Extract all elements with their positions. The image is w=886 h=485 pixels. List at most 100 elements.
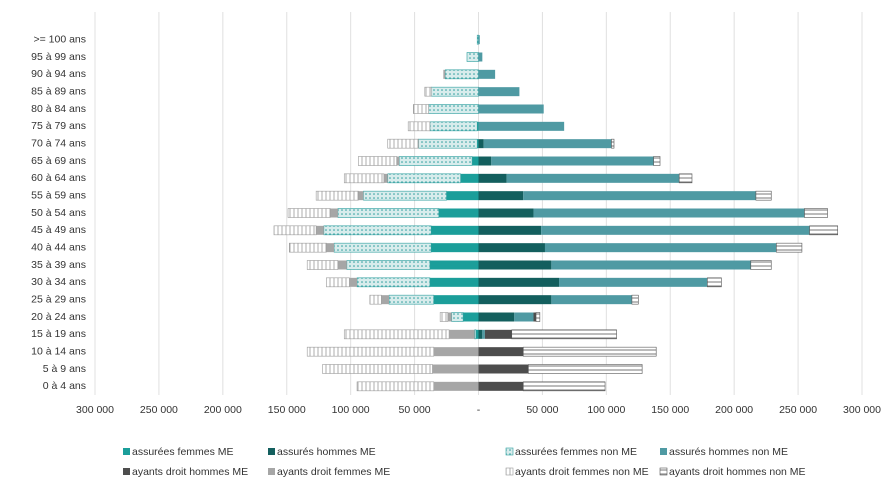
bar — [273, 225, 317, 236]
bar — [482, 329, 485, 339]
bar — [478, 364, 529, 374]
bar — [369, 294, 382, 305]
bar — [478, 208, 534, 218]
bar — [429, 260, 479, 270]
y-tick-label: >= 100 ans — [33, 33, 86, 45]
bar — [478, 121, 565, 131]
bar — [478, 191, 524, 201]
bar — [484, 329, 512, 339]
bar — [443, 69, 446, 79]
x-tick-label: 50 000 — [526, 404, 558, 416]
bar — [330, 208, 338, 218]
y-tick-label: 70 à 74 ans — [31, 137, 86, 149]
bar — [707, 277, 722, 288]
y-tick-label: 25 à 29 ans — [31, 293, 86, 305]
bar — [551, 295, 632, 305]
x-tick-label: 200 000 — [715, 404, 753, 416]
bar — [326, 277, 350, 288]
bar — [396, 156, 400, 166]
x-tick-label: 200 000 — [204, 404, 242, 416]
bar — [322, 364, 433, 374]
x-tick-label: 300 000 — [843, 404, 881, 416]
bar — [491, 156, 654, 166]
y-tick-label: 10 à 14 ans — [31, 345, 86, 357]
bar — [809, 225, 839, 236]
bar — [528, 364, 643, 374]
bar — [506, 173, 680, 183]
y-tick-label: 95 à 99 ans — [31, 51, 86, 63]
bar — [478, 104, 544, 114]
bar — [433, 295, 479, 305]
bar — [483, 139, 612, 149]
legend-swatch — [123, 468, 130, 475]
bar — [429, 121, 478, 132]
x-tick-label: 150 000 — [268, 404, 306, 416]
x-tick-label: 250 000 — [140, 404, 178, 416]
bar — [511, 329, 617, 340]
bar — [755, 190, 772, 201]
bar — [287, 208, 331, 218]
bar — [478, 139, 484, 149]
bar — [463, 312, 479, 322]
y-tick-label: 5 à 9 ans — [43, 363, 86, 375]
x-tick-label: 300 000 — [76, 404, 114, 416]
bar — [478, 87, 520, 97]
legend-swatch — [505, 447, 514, 456]
legend-label: ayants droit hommes ME — [132, 466, 248, 478]
bar — [343, 173, 385, 184]
bar — [535, 312, 541, 322]
bar — [522, 346, 657, 357]
bar — [460, 173, 479, 183]
bar — [478, 156, 492, 166]
bar — [631, 294, 639, 305]
x-tick-label: 50 000 — [399, 404, 431, 416]
bar — [387, 138, 419, 149]
bar — [429, 277, 479, 287]
bar — [478, 312, 515, 322]
x-tick-label: 100 000 — [587, 404, 625, 416]
y-tick-label: 30 à 34 ans — [31, 276, 86, 288]
bar — [337, 208, 440, 218]
x-tick-label: 150 000 — [651, 404, 689, 416]
x-tick-label: 100 000 — [332, 404, 370, 416]
y-tick-label: 60 à 64 ans — [31, 172, 86, 184]
bar — [478, 225, 542, 235]
bar — [476, 34, 479, 45]
legend-swatch — [268, 468, 275, 475]
y-tick-label: 75 à 79 ans — [31, 120, 86, 132]
bar — [315, 190, 359, 201]
y-tick-label: 35 à 39 ans — [31, 259, 86, 271]
legend-swatch — [660, 448, 667, 455]
bar — [523, 191, 756, 201]
legend-label: ayants droit femmes ME — [277, 466, 390, 478]
legend-swatch — [268, 448, 275, 455]
bar — [381, 295, 390, 305]
bar — [428, 104, 479, 114]
bar — [750, 260, 772, 270]
bar — [326, 243, 335, 253]
bar — [343, 329, 450, 340]
bar — [451, 312, 464, 322]
bar — [541, 225, 810, 235]
legend-swatch — [123, 448, 130, 455]
y-tick-label: 80 à 84 ans — [31, 103, 86, 115]
bar — [533, 312, 537, 322]
bar — [478, 329, 483, 339]
bar — [323, 225, 432, 236]
legend-label: ayants droit hommes non ME — [669, 466, 806, 478]
bar — [533, 208, 805, 218]
bar — [431, 243, 479, 253]
bar — [559, 277, 708, 287]
legend-swatch — [505, 467, 514, 476]
bar — [356, 381, 435, 392]
bar — [447, 312, 452, 322]
legend-label: assurées femmes ME — [132, 446, 234, 458]
bar — [438, 208, 479, 218]
bar — [474, 329, 477, 340]
bar — [418, 138, 478, 149]
bar — [477, 139, 479, 149]
bar — [653, 156, 661, 166]
y-tick-label: 45 à 49 ans — [31, 224, 86, 236]
bar — [413, 104, 429, 114]
